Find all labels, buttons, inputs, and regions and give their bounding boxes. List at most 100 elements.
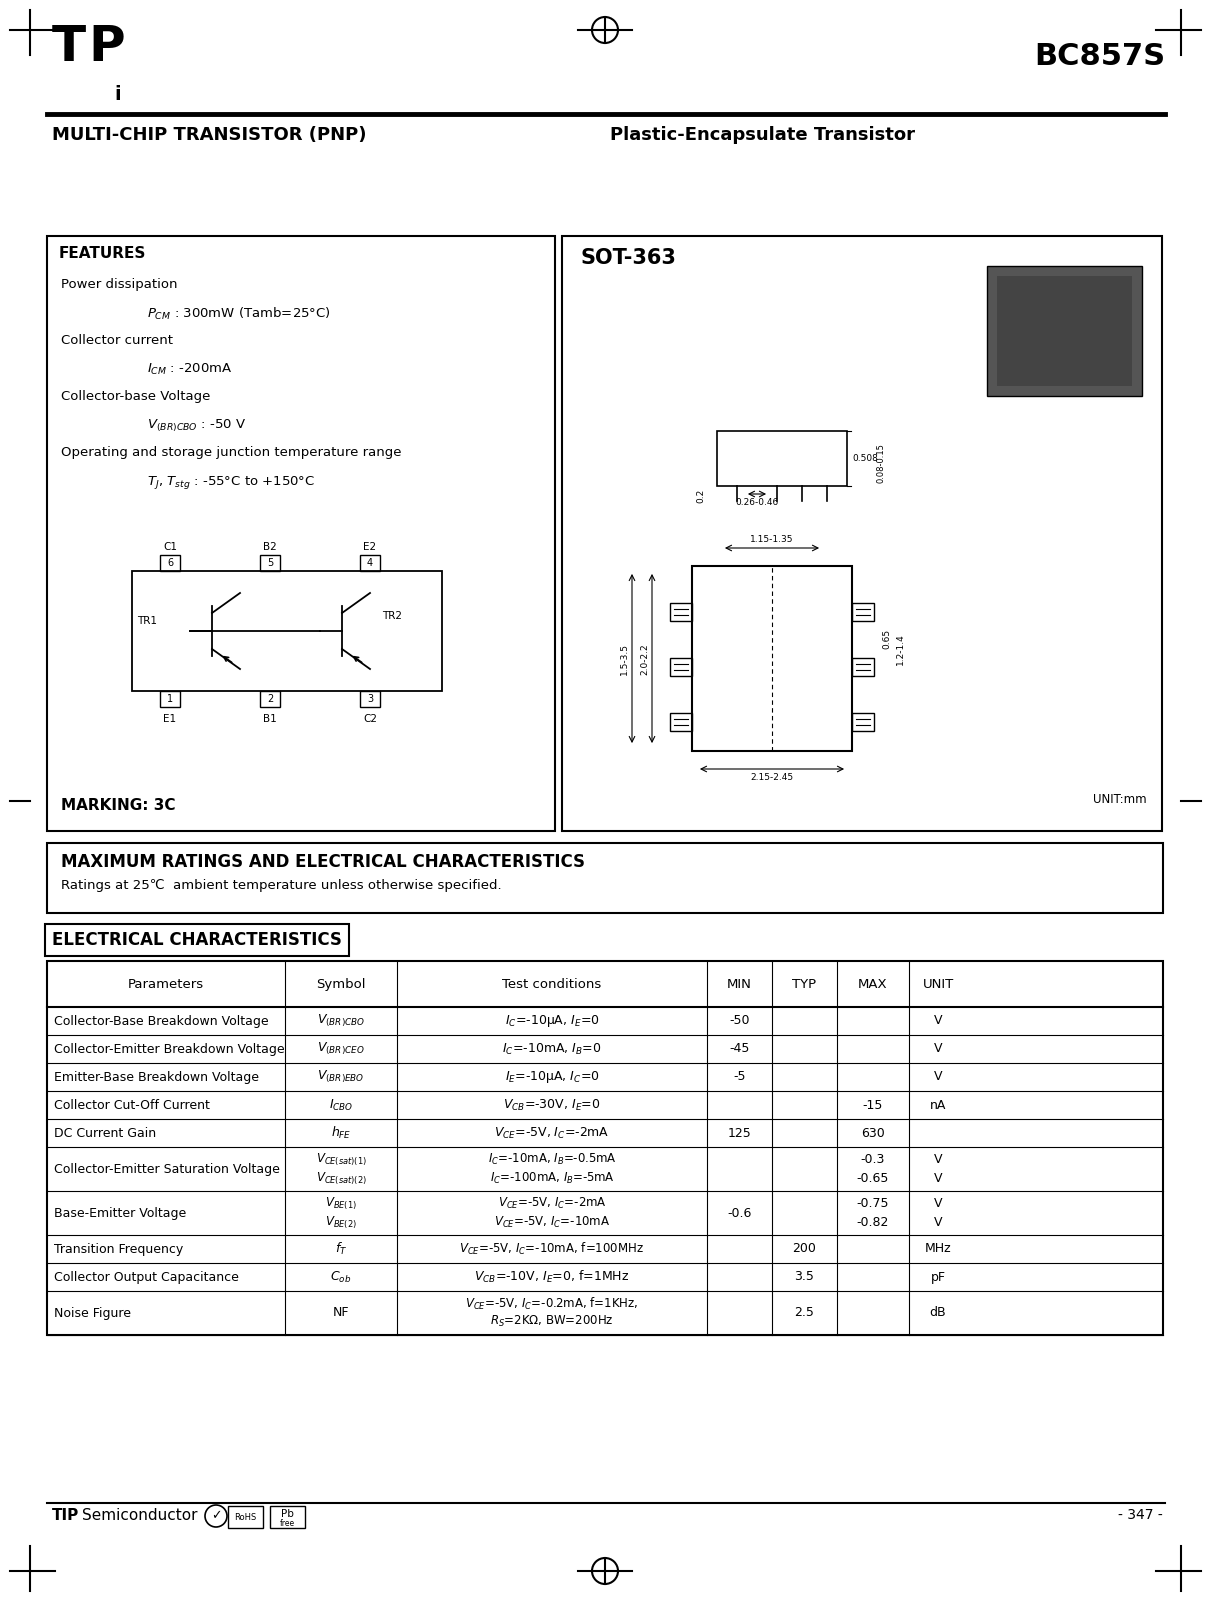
Text: Collector current: Collector current — [61, 335, 173, 347]
Bar — [160, 556, 180, 572]
Text: $V_{CE(sat)(1)}$: $V_{CE(sat)(1)}$ — [316, 1151, 367, 1167]
Text: - 347 -: - 347 - — [1118, 1508, 1163, 1523]
Bar — [47, 235, 555, 831]
Text: 0.26-0.46: 0.26-0.46 — [735, 498, 779, 508]
Text: 3.5: 3.5 — [794, 1271, 815, 1284]
Bar — [670, 712, 691, 732]
Text: $V_{CB}$=-30V, $I_E$=0: $V_{CB}$=-30V, $I_E$=0 — [504, 1097, 601, 1113]
Text: $V_{CE}$=-5V, $I_C$=-2mA: $V_{CE}$=-5V, $I_C$=-2mA — [494, 1126, 609, 1140]
Bar — [717, 431, 846, 487]
Text: 200: 200 — [792, 1242, 816, 1255]
Text: Noise Figure: Noise Figure — [54, 1306, 131, 1319]
Text: 1.2-1.4: 1.2-1.4 — [896, 632, 905, 664]
Text: V: V — [934, 1042, 942, 1055]
Text: RoHS: RoHS — [234, 1513, 256, 1521]
Text: Plastic-Encapsulate Transistor: Plastic-Encapsulate Transistor — [610, 126, 916, 144]
Text: Collector-Base Breakdown Voltage: Collector-Base Breakdown Voltage — [54, 1015, 269, 1028]
Text: MARKING: 3C: MARKING: 3C — [61, 797, 176, 813]
Text: $C_{ob}$: $C_{ob}$ — [331, 1270, 351, 1284]
Text: C1: C1 — [163, 543, 177, 552]
Text: B2: B2 — [263, 543, 277, 552]
Text: $V_{CE}$=-5V, $I_C$=-10mA: $V_{CE}$=-5V, $I_C$=-10mA — [494, 1215, 610, 1230]
Text: Pb: Pb — [281, 1510, 293, 1519]
Bar — [997, 275, 1132, 386]
Text: T: T — [52, 22, 86, 70]
Text: ✓: ✓ — [211, 1510, 222, 1523]
Text: Base-Emitter Voltage: Base-Emitter Voltage — [54, 1207, 186, 1220]
Text: $V_{(BR)EBO}$: $V_{(BR)EBO}$ — [317, 1069, 365, 1085]
Text: Ratings at 25℃  ambient temperature unless otherwise specified.: Ratings at 25℃ ambient temperature unles… — [61, 879, 501, 892]
Text: 4: 4 — [367, 559, 373, 568]
Text: 1.5-3.5: 1.5-3.5 — [620, 644, 629, 676]
Text: Collector Cut-Off Current: Collector Cut-Off Current — [54, 1098, 210, 1111]
Text: MHz: MHz — [925, 1242, 952, 1255]
Text: 5: 5 — [266, 559, 274, 568]
Text: 1.15-1.35: 1.15-1.35 — [751, 535, 793, 544]
Text: -50: -50 — [729, 1015, 750, 1028]
Text: $V_{CE}$=-5V, $I_C$=-10mA, f=100MHz: $V_{CE}$=-5V, $I_C$=-10mA, f=100MHz — [459, 1241, 644, 1257]
Text: B1: B1 — [263, 714, 277, 724]
Text: -0.75: -0.75 — [856, 1198, 889, 1210]
Bar — [160, 692, 180, 708]
Text: $V_{(BR)CBO}$: $V_{(BR)CBO}$ — [317, 1013, 365, 1029]
Text: $I_{CBO}$: $I_{CBO}$ — [329, 1097, 354, 1113]
Text: 125: 125 — [728, 1127, 751, 1140]
Text: UNIT: UNIT — [923, 978, 953, 991]
Text: V: V — [934, 1015, 942, 1028]
Text: P: P — [88, 22, 125, 70]
Text: Symbol: Symbol — [316, 978, 366, 991]
Text: C2: C2 — [363, 714, 377, 724]
Text: Power dissipation: Power dissipation — [61, 279, 178, 291]
Text: -45: -45 — [729, 1042, 750, 1055]
Bar — [47, 844, 1163, 913]
Text: 0.08-0.15: 0.08-0.15 — [877, 443, 886, 484]
Text: MULTI-CHIP TRANSISTOR (PNP): MULTI-CHIP TRANSISTOR (PNP) — [52, 126, 367, 144]
Text: free: free — [280, 1518, 294, 1527]
Text: $V_{(BR)CBO}$ : -50 V: $V_{(BR)CBO}$ : -50 V — [147, 418, 246, 434]
Bar — [853, 658, 874, 676]
Bar — [670, 658, 691, 676]
Bar — [562, 235, 1163, 831]
Text: Parameters: Parameters — [128, 978, 205, 991]
Text: Semiconductor: Semiconductor — [82, 1508, 197, 1523]
Text: -0.3: -0.3 — [861, 1153, 885, 1166]
Text: 1: 1 — [167, 693, 173, 704]
Text: $I_C$=-10μA, $I_E$=0: $I_C$=-10μA, $I_E$=0 — [505, 1013, 599, 1029]
Text: V: V — [934, 1217, 942, 1230]
Text: $R_S$=2KΩ, BW=200Hz: $R_S$=2KΩ, BW=200Hz — [490, 1314, 614, 1329]
Text: $h_{FE}$: $h_{FE}$ — [331, 1126, 351, 1142]
Bar — [987, 266, 1142, 395]
Bar — [228, 1507, 263, 1527]
Text: $P_{CM}$ : 300mW (Tamb=25°C): $P_{CM}$ : 300mW (Tamb=25°C) — [147, 306, 331, 322]
Text: MAX: MAX — [859, 978, 888, 991]
Text: $V_{BE(1)}$: $V_{BE(1)}$ — [325, 1194, 357, 1212]
Text: $I_C$=-10mA, $I_B$=0: $I_C$=-10mA, $I_B$=0 — [503, 1041, 602, 1057]
Text: $V_{CE}$=-5V, $I_C$=-0.2mA, f=1KHz,: $V_{CE}$=-5V, $I_C$=-0.2mA, f=1KHz, — [465, 1297, 638, 1313]
Text: E2: E2 — [363, 543, 377, 552]
Text: $I_C$=-100mA, $I_B$=-5mA: $I_C$=-100mA, $I_B$=-5mA — [489, 1170, 614, 1186]
Text: UNIT:mm: UNIT:mm — [1094, 792, 1147, 805]
Text: 630: 630 — [861, 1127, 885, 1140]
Text: DC Current Gain: DC Current Gain — [54, 1127, 156, 1140]
Text: ELECTRICAL CHARACTERISTICS: ELECTRICAL CHARACTERISTICS — [52, 932, 342, 949]
Text: $V_{(BR)CEO}$: $V_{(BR)CEO}$ — [317, 1041, 365, 1057]
Text: TIP: TIP — [52, 1508, 79, 1523]
Text: -15: -15 — [862, 1098, 883, 1111]
Text: V: V — [934, 1071, 942, 1084]
Text: Collector-Emitter Saturation Voltage: Collector-Emitter Saturation Voltage — [54, 1162, 280, 1175]
Text: $I_C$=-10mA, $I_B$=-0.5mA: $I_C$=-10mA, $I_B$=-0.5mA — [488, 1151, 616, 1167]
Text: V: V — [934, 1172, 942, 1185]
Text: $V_{CE(sat)(2)}$: $V_{CE(sat)(2)}$ — [316, 1170, 367, 1186]
Text: 2.15-2.45: 2.15-2.45 — [751, 773, 793, 781]
Text: $V_{CB}$=-10V, $I_E$=0, f=1MHz: $V_{CB}$=-10V, $I_E$=0, f=1MHz — [475, 1270, 630, 1286]
Text: NF: NF — [333, 1306, 349, 1319]
Text: 0.2: 0.2 — [696, 488, 705, 503]
Text: BC857S: BC857S — [1034, 42, 1165, 70]
Text: Collector Output Capacitance: Collector Output Capacitance — [54, 1271, 239, 1284]
Text: $V_{BE(2)}$: $V_{BE(2)}$ — [325, 1215, 357, 1231]
Text: 2: 2 — [266, 693, 274, 704]
Text: $f_T$: $f_T$ — [334, 1241, 348, 1257]
Text: nA: nA — [930, 1098, 946, 1111]
Text: MAXIMUM RATINGS AND ELECTRICAL CHARACTERISTICS: MAXIMUM RATINGS AND ELECTRICAL CHARACTER… — [61, 853, 585, 871]
Text: FEATURES: FEATURES — [59, 247, 147, 261]
